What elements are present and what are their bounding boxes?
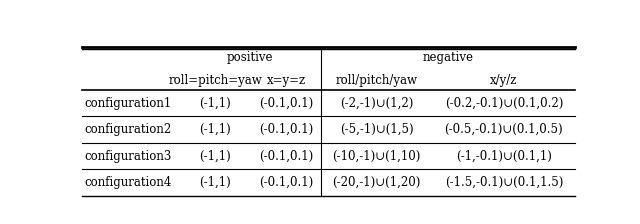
Text: configuration1: configuration1 (84, 97, 172, 110)
Text: x=y=z: x=y=z (267, 74, 306, 87)
Text: (-0.2,-0.1)∪(0.1,0.2): (-0.2,-0.1)∪(0.1,0.2) (445, 97, 563, 110)
Text: x/y/z: x/y/z (490, 74, 518, 87)
Text: (-5,-1)∪(1,5): (-5,-1)∪(1,5) (340, 123, 413, 136)
Text: (-1,-0.1)∪(0.1,1): (-1,-0.1)∪(0.1,1) (456, 150, 552, 163)
Text: roll/pitch/yaw: roll/pitch/yaw (335, 74, 418, 87)
Text: (-10,-1)∪(1,10): (-10,-1)∪(1,10) (332, 150, 421, 163)
Text: configuration2: configuration2 (84, 123, 172, 136)
Text: negative: negative (422, 51, 473, 64)
Text: (-1,1): (-1,1) (199, 176, 231, 189)
Text: (-0.1,0.1): (-0.1,0.1) (259, 123, 314, 136)
Text: configuration4: configuration4 (84, 176, 172, 189)
Text: configuration3: configuration3 (84, 150, 172, 163)
Text: (-0.1,0.1): (-0.1,0.1) (259, 97, 314, 110)
Text: (-0.1,0.1): (-0.1,0.1) (259, 150, 314, 163)
Text: positive: positive (226, 51, 273, 64)
Text: (-1,1): (-1,1) (199, 123, 231, 136)
Text: (-1,1): (-1,1) (199, 150, 231, 163)
Text: (-0.5,-0.1)∪(0.1,0.5): (-0.5,-0.1)∪(0.1,0.5) (445, 123, 563, 136)
Text: (-2,-1)∪(1,2): (-2,-1)∪(1,2) (340, 97, 413, 110)
Text: roll=pitch=yaw: roll=pitch=yaw (168, 74, 262, 87)
Text: (-1,1): (-1,1) (199, 97, 231, 110)
Text: (-20,-1)∪(1,20): (-20,-1)∪(1,20) (332, 176, 421, 189)
Text: (-1.5,-0.1)∪(0.1,1.5): (-1.5,-0.1)∪(0.1,1.5) (445, 176, 563, 189)
Text: (-0.1,0.1): (-0.1,0.1) (259, 176, 314, 189)
